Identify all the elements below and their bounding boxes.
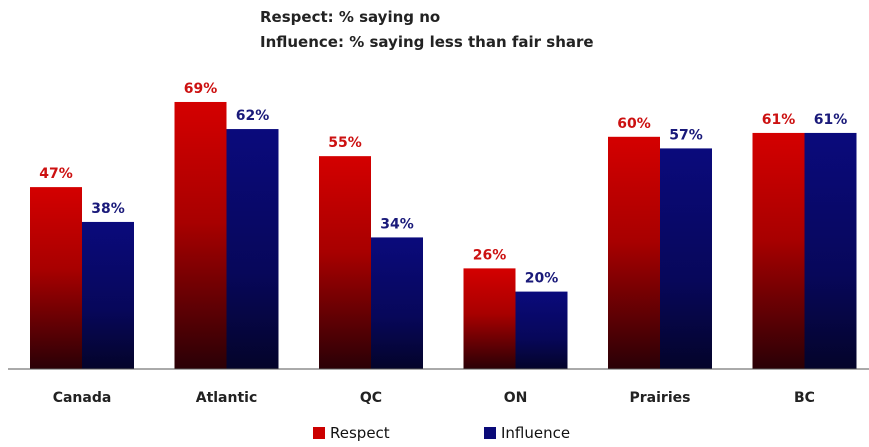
legend-item-respect: Respect <box>313 424 390 442</box>
data-label-respect-prairies: 60% <box>617 116 651 132</box>
data-label-influence-prairies: 57% <box>669 127 703 143</box>
bar-influence-atlantic <box>226 129 279 369</box>
data-label-influence-qc: 34% <box>380 216 414 232</box>
bar-influence-canada <box>82 221 134 369</box>
data-label-respect-atlantic: 69% <box>184 81 218 97</box>
bar-influence-prairies <box>660 148 712 369</box>
x-tick-label-bc: BC <box>794 390 815 406</box>
x-tick-label-atlantic: Atlantic <box>196 390 258 406</box>
bar-respect-atlantic <box>174 101 227 369</box>
data-label-respect-bc: 61% <box>762 112 796 128</box>
x-tick-label-qc: QC <box>360 390 382 406</box>
x-tick-label-canada: Canada <box>53 390 112 406</box>
bar-respect-bc <box>752 132 805 369</box>
bar-influence-qc <box>371 237 423 369</box>
data-label-influence-canada: 38% <box>91 201 125 217</box>
data-label-influence-atlantic: 62% <box>236 108 270 124</box>
bar-influence-on <box>515 291 568 369</box>
data-label-influence-bc: 61% <box>814 112 848 128</box>
legend-swatch-respect <box>313 427 325 439</box>
legend-item-influence: Influence <box>484 424 570 442</box>
data-label-respect-qc: 55% <box>328 135 362 151</box>
chart-title-line-1: Respect: % saying no <box>260 8 441 26</box>
legend-label-respect: Respect <box>330 424 390 442</box>
bar-respect-qc <box>319 156 371 369</box>
x-tick-label-on: ON <box>504 390 528 406</box>
data-label-respect-on: 26% <box>473 247 507 263</box>
legend-label-influence: Influence <box>501 424 571 442</box>
bar-respect-canada <box>30 187 82 369</box>
bar-respect-on <box>463 268 516 369</box>
x-tick-label-prairies: Prairies <box>630 390 691 406</box>
data-label-influence-on: 20% <box>525 271 559 287</box>
data-label-respect-canada: 47% <box>39 166 73 182</box>
chart-title-line-2: Influence: % saying less than fair share <box>260 33 594 51</box>
legend-swatch-influence <box>484 427 496 439</box>
bar-respect-prairies <box>608 136 660 369</box>
bar-influence-bc <box>804 132 857 369</box>
